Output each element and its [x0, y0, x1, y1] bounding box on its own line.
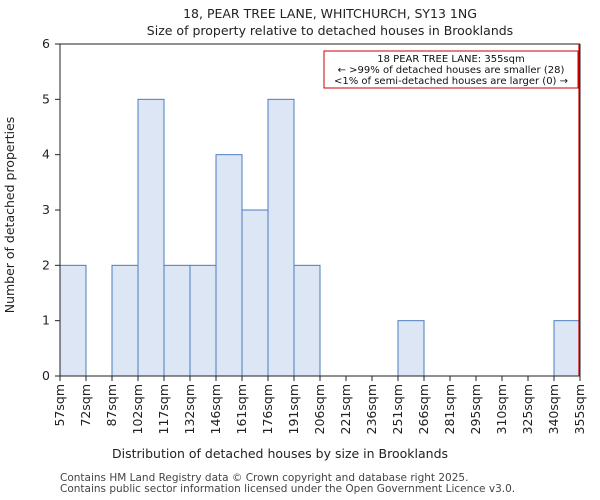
- bar-102sqm: [137, 98, 165, 377]
- x-tick-label: 295sqm: [468, 384, 483, 434]
- bar-87sqm: [111, 264, 139, 377]
- footer-line-1: Contains HM Land Registry data © Crown c…: [60, 472, 469, 484]
- x-tick-label: 340sqm: [546, 384, 561, 434]
- x-tick-label: 146sqm: [208, 384, 223, 434]
- chart-subtitle: Size of property relative to detached ho…: [147, 23, 513, 38]
- x-tick-label: 161sqm: [234, 384, 249, 434]
- x-tick-label: 236sqm: [364, 384, 379, 434]
- x-tick-label: 355sqm: [572, 384, 587, 434]
- x-ticks-group: 57sqm 72sqm 87sqm 102sqm 117sqm 132sqm 146sqm 1…: [52, 376, 587, 434]
- y-tick-label: 1: [42, 313, 50, 328]
- x-tick-label: 251sqm: [390, 384, 405, 434]
- y-axis-title: Number of detached properties: [2, 117, 17, 314]
- y-tick-label: 3: [42, 202, 50, 217]
- x-tick-label: 325sqm: [520, 384, 535, 434]
- bar-117sqm: [163, 264, 191, 377]
- annotation-line-3: <1% of semi-detached houses are larger (…: [334, 76, 568, 87]
- bar-161sqm: [241, 209, 269, 377]
- x-tick-label: 117sqm: [156, 384, 171, 434]
- y-tick-label: 0: [42, 368, 50, 383]
- bar-146sqm: [215, 154, 243, 377]
- bar-57sqm: [59, 264, 87, 377]
- x-tick-label: 266sqm: [416, 384, 431, 434]
- x-tick-label: 72sqm: [78, 384, 93, 427]
- annotation-line-2: ← >99% of detached houses are smaller (2…: [338, 65, 565, 76]
- x-tick-label: 310sqm: [494, 384, 509, 434]
- x-tick-label: 132sqm: [182, 384, 197, 434]
- y-tick-label: 2: [42, 257, 50, 272]
- bar-176sqm: [267, 98, 295, 377]
- x-tick-label: 206sqm: [312, 384, 327, 434]
- x-tick-label: 176sqm: [260, 384, 275, 434]
- x-axis-title: Distribution of detached houses by size …: [112, 446, 448, 461]
- x-tick-label: 221sqm: [338, 384, 353, 434]
- x-tick-label: 191sqm: [286, 384, 301, 434]
- bar-251sqm: [397, 320, 425, 377]
- chart-title: 18, PEAR TREE LANE, WHITCHURCH, SY13 1NG: [183, 6, 477, 21]
- x-tick-label: 102sqm: [130, 384, 145, 434]
- bar-340sqm: [553, 320, 581, 377]
- bars-group: [59, 98, 581, 377]
- annotation-box: [323, 50, 579, 89]
- y-tick-label: 5: [42, 91, 50, 106]
- y-ticks-group: 0 1 2 3 4 5 6: [42, 36, 60, 383]
- y-tick-label: 4: [42, 147, 50, 162]
- x-tick-label: 281sqm: [442, 384, 457, 434]
- marker-group: 18 PEAR TREE LANE: 355sqm← >99% of detac…: [323, 44, 580, 376]
- bar-191sqm: [293, 264, 321, 377]
- y-tick-label: 6: [42, 36, 50, 51]
- annotation-line-1: 18 PEAR TREE LANE: 355sqm: [377, 54, 524, 65]
- bar-132sqm: [189, 264, 217, 377]
- x-tick-label: 57sqm: [52, 384, 67, 427]
- footer-line-2: Contains public sector information licen…: [60, 483, 516, 495]
- x-tick-label: 87sqm: [104, 384, 119, 427]
